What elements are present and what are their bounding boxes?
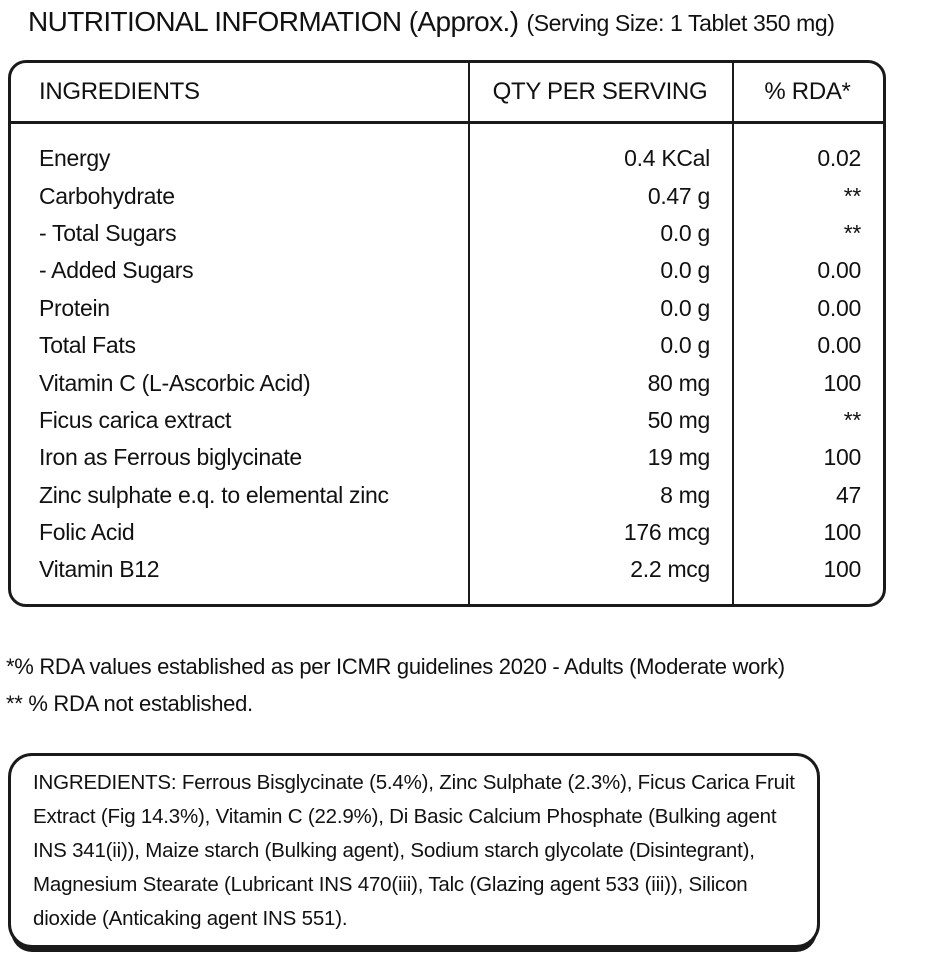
table-body: Energy 0.4 KCal 0.02 Carbohydrate 0.47 g… [11, 124, 883, 589]
cell-qty: 19 mg [647, 444, 711, 471]
cell-qty: 80 mg [647, 369, 711, 396]
cell-qty: 0.0 g [660, 332, 710, 359]
cell-rda: 100 [823, 444, 862, 471]
cell-rda: 100 [823, 369, 862, 396]
header-ingredients: INGREDIENTS [39, 78, 200, 105]
cell-rda: ** [843, 219, 862, 246]
ingredients-text: INGREDIENTS: Ferrous Bisglycinate (5.4%)… [33, 771, 795, 930]
cell-ingredient: Energy [39, 145, 111, 172]
cell-ingredient: - Total Sugars [39, 219, 177, 246]
cell-qty: 50 mg [647, 406, 711, 433]
cell-rda: 0.00 [817, 257, 861, 284]
cell-qty: 0.0 g [660, 257, 710, 284]
title-serving-size: (Serving Size: 1 Tablet 350 mg) [526, 10, 835, 36]
cell-ingredient: Iron as Ferrous biglycinate [39, 444, 302, 471]
cell-rda: 100 [823, 519, 862, 546]
cell-rda: 0.00 [817, 294, 861, 321]
cell-qty: 0.4 KCal [624, 145, 710, 172]
footnotes: *% RDA values established as per ICMR gu… [6, 648, 785, 722]
cell-ingredient: Protein [39, 294, 110, 321]
cell-ingredient: Zinc sulphate e.q. to elemental zinc [39, 481, 389, 508]
cell-rda: 100 [823, 556, 862, 583]
cell-ingredient: Total Fats [39, 332, 136, 359]
cell-rda: ** [843, 182, 862, 209]
cell-qty: 0.0 g [660, 294, 710, 321]
cell-qty: 176 mcg [623, 519, 710, 546]
ingredients-box: INGREDIENTS: Ferrous Bisglycinate (5.4%)… [8, 753, 820, 948]
cell-ingredient: Vitamin B12 [39, 556, 160, 583]
cell-qty: 2.2 mcg [630, 556, 710, 583]
nutrition-table: INGREDIENTS QTY PER SERVING % RDA* Energ… [8, 60, 886, 607]
cell-qty: 0.47 g [647, 182, 710, 209]
cell-ingredient: Carbohydrate [39, 182, 175, 209]
cell-qty: 0.0 g [660, 219, 710, 246]
cell-rda: 47 [836, 481, 861, 508]
cell-rda: ** [843, 406, 862, 433]
cell-ingredient: Vitamin C (L-Ascorbic Acid) [39, 369, 311, 396]
cell-ingredient: Folic Acid [39, 519, 135, 546]
cell-rda: 0.00 [817, 332, 861, 359]
footnote-not-established: ** % RDA not established. [6, 691, 253, 716]
cell-rda: 0.02 [817, 145, 861, 172]
title-main: NUTRITIONAL INFORMATION (Approx.) [28, 6, 519, 37]
page-title: NUTRITIONAL INFORMATION (Approx.) (Servi… [28, 6, 835, 38]
cell-qty: 8 mg [660, 481, 710, 508]
cell-ingredient: - Added Sugars [39, 257, 194, 284]
header-qty-per-serving: QTY PER SERVING [492, 78, 708, 105]
table-header-row: INGREDIENTS QTY PER SERVING % RDA* [11, 63, 883, 124]
footnote-rda: *% RDA values established as per ICMR gu… [6, 654, 785, 679]
cell-ingredient: Ficus carica extract [39, 406, 232, 433]
column-divider-1 [468, 63, 470, 604]
header-rda: % RDA* [764, 78, 851, 105]
column-divider-2 [732, 63, 734, 604]
